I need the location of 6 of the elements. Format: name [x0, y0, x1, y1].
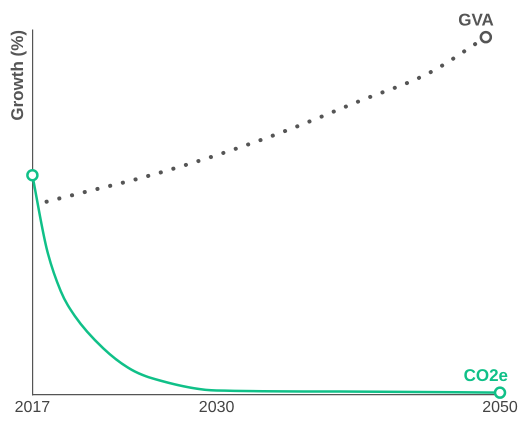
series-label: CO2e: [464, 366, 508, 385]
x-tick-label: 2030: [198, 398, 235, 416]
y-axis-title: Growth (%): [8, 30, 27, 121]
x-tick-label: 2017: [14, 398, 50, 416]
x-tick-label: 2050: [482, 398, 518, 416]
series-label: GVA: [458, 10, 494, 30]
